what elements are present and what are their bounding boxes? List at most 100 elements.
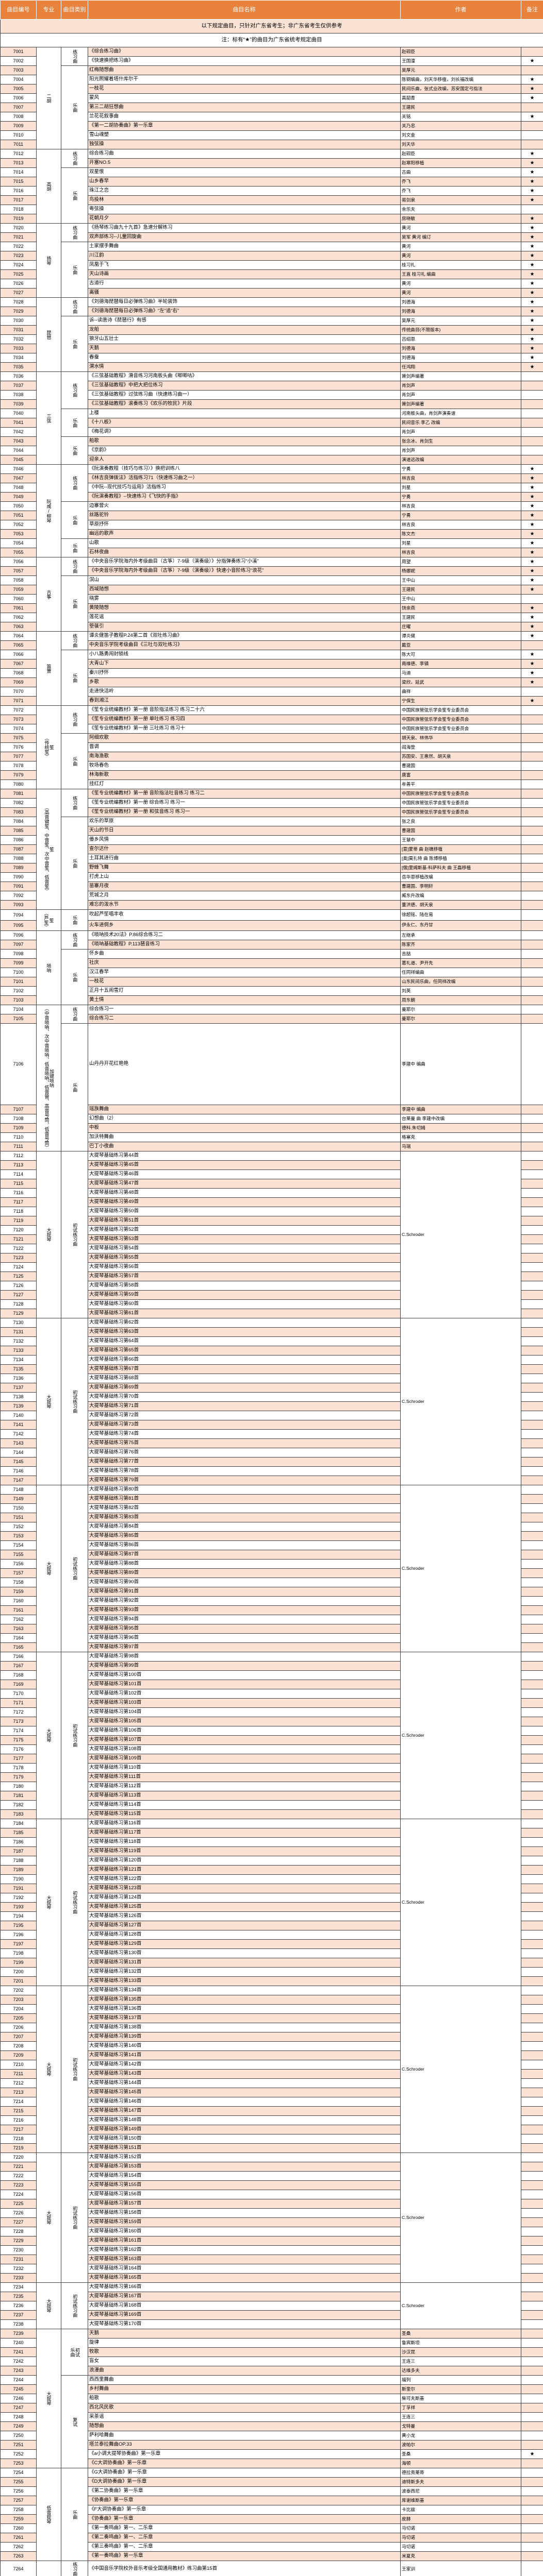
cell-piece-title: 大提琴基础练习第137首 [88, 2013, 401, 2023]
table-row: 7258 《F大调协奏曲》第一乐章 卡比兹 [0, 2505, 543, 2515]
cell-piece-title: 旋律 [88, 2338, 401, 2348]
table-row: 7069 乡歌 梁欣、延武 ★ [0, 677, 543, 687]
table-row: 7113 大提琴基础练习第45首 [0, 1160, 543, 1170]
table-row: 7006 蒙风 高韶青 ★ [0, 93, 543, 103]
cell-piece-title: 第三二胡狂想曲 [88, 103, 401, 112]
table-row: 7245 乡村舞曲 斯奎尔 [0, 2384, 543, 2394]
cell-piece-number: 7026 [0, 279, 37, 289]
cell-piece-title: 天山的节日 [88, 826, 401, 836]
cell-piece-number: 7093 [0, 900, 37, 910]
cell-piece-number: 7188 [0, 1856, 37, 1866]
table-row: 7026 古道行 黄河 ★ [0, 279, 543, 289]
cell-piece-number: 7181 [0, 1791, 37, 1801]
cell-piece-title: 大提琴基础练习第123首 [88, 1884, 401, 1893]
cell-piece-number: 7108 [0, 1114, 37, 1124]
cell-piece-number: 7152 [0, 1522, 37, 1532]
cell-piece-number: 7204 [0, 2004, 37, 2014]
cell-remark [521, 930, 543, 940]
cell-author: 丁孚祥 [400, 2403, 521, 2413]
table-row: 7049 《阮演奏教程》--快速练习《飞快的手指》 宁勇 ★ [0, 492, 543, 502]
cell-piece-number: 7086 [0, 835, 37, 845]
cell-piece-title: 兰花花叙事曲 [88, 112, 401, 122]
cell-piece-title: 大提琴基础练习第140首 [88, 2041, 401, 2051]
cell-piece-number: 7021 [0, 232, 37, 242]
cell-author: 周东朝 [400, 995, 521, 1005]
table-row: 7134 大提琴基础练习第66首 [0, 1355, 543, 1365]
table-row: 7074 《笙专业统编教材》第一册 三吐练习 练习十 中国民族管弦乐学会笙专业委员会 [0, 724, 543, 734]
cell-piece-title: 草原抒怀 [88, 520, 401, 530]
cell-piece-number: 7022 [0, 242, 37, 251]
cell-piece-number: 7224 [0, 2190, 37, 2199]
cell-piece-title: 《快速换把练习曲》 [88, 56, 401, 66]
cell-piece-title: 大提琴基础练习第168首 [88, 2301, 401, 2311]
cell-piece-number: 7050 [0, 501, 37, 511]
cell-author: 桂习礼 [400, 260, 521, 270]
cell-remark [521, 1986, 543, 1995]
cell-remark [521, 2412, 543, 2422]
cell-piece-title: 大青山下 [88, 659, 401, 669]
table-row: 7263 《第一奏鸣曲》第一乐章 米夏克 [0, 2551, 543, 2561]
table-row: 7079 林海新歌 唐富 [0, 770, 543, 780]
cell-remark [521, 1299, 543, 1309]
cell-piece-number: 7223 [0, 2180, 37, 2190]
cell-piece-number: 7200 [0, 1967, 37, 1977]
cell-piece-title: 牧歌 [88, 2347, 401, 2357]
table-row: 7132 大提琴基础练习第64首 [0, 1336, 543, 1346]
cell-piece-title: 大提琴基础练习第108首 [88, 1744, 401, 1754]
cell-author: 张念冰、肖剑生 [400, 436, 521, 446]
cell-piece-title: 走进快活岭 [88, 687, 401, 697]
cell-piece-title: 大提琴基础练习第91首 [88, 1587, 401, 1597]
cell-piece-title: 山丹丹开花红艳艳 [88, 1023, 401, 1105]
cell-remark [521, 1782, 543, 1791]
cell-piece-number: 7068 [0, 668, 37, 678]
cell-piece-number: 7225 [0, 2199, 37, 2209]
cell-piece-number: 7159 [0, 1587, 37, 1597]
cell-piece-title: 一枝花 [88, 84, 401, 94]
cell-piece-title: 《梅花调》 [88, 427, 401, 437]
cell-author: 马切诺 [400, 2523, 521, 2533]
cell-remark [521, 2561, 543, 2576]
cell-remark [521, 47, 543, 57]
cell-piece-number: 7048 [0, 483, 37, 493]
cell-piece-title: 大提琴基础练习第86首 [88, 1540, 401, 1550]
cell-piece-title: 大提琴基础练习第97首 [88, 1642, 401, 1652]
cell-remark [521, 1726, 543, 1736]
cell-author: C.Schroder [400, 1318, 521, 1485]
cell-author: [奥]莫扎特 曲 陈博移植 [400, 854, 521, 863]
cell-remark [521, 826, 543, 836]
cell-piece-title: 打虎上山 [88, 872, 401, 882]
cell-author: 徐超铭、陆在易 [400, 909, 521, 921]
cell-remark [521, 2041, 543, 2051]
cell-remark: ★ [521, 316, 543, 326]
table-row: 7062 莲花谣 王建民 ★ [0, 613, 543, 622]
cell-piece-title: 大提琴基础练习第163首 [88, 2255, 401, 2264]
cell-piece-title: 迎亲人 [88, 455, 401, 465]
cell-piece-number: 7043 [0, 436, 37, 446]
cell-piece-number: 7214 [0, 2097, 37, 2107]
table-row: 7195 大提琴基础练习第127首 [0, 1921, 543, 1930]
table-row: 7130 大提琴 初试练习曲 大提琴基础练习第62首 C.Schroder [0, 1318, 543, 1485]
cell-piece-number: 7111 [0, 1142, 37, 1151]
cell-piece-number: 7036 [0, 371, 37, 381]
cell-author: 曲祥 [400, 687, 521, 697]
cell-piece-title: 西域随想 [88, 585, 401, 595]
cell-author: 王连三 [400, 2357, 521, 2366]
cell-piece-title: 《a小调大提琴协奏曲》第一乐章 [88, 2449, 401, 2459]
cell-author: 林吉良 [400, 501, 521, 511]
cell-remark [521, 1967, 543, 1977]
cell-piece-title: 大提琴基础练习第147首 [88, 2106, 401, 2116]
cell-remark [521, 2505, 543, 2515]
cell-piece-number: 7185 [0, 1828, 37, 1838]
cell-piece-title: 大提琴基础练习第114首 [88, 1800, 401, 1810]
cell-piece-number: 7025 [0, 269, 37, 279]
cell-author: [俄]里姆斯基-科萨科夫 曲 王磊移植 [400, 863, 521, 873]
cell-piece-number: 7063 [0, 622, 37, 632]
cell-remark [521, 1485, 543, 1495]
cell-piece-number: 7016 [0, 186, 37, 196]
cell-piece-title: 大提琴基础练习第148首 [88, 2115, 401, 2125]
cell-remark [521, 1791, 543, 1801]
table-row: 7163 大提琴基础练习第95首 [0, 1624, 543, 1634]
cell-piece-title: 《三弦基础教程》滑音练习河南板头曲《唧唧咕》 [88, 371, 401, 381]
table-row: 7001 二胡 练习曲 《综合练习曲》 赵砚臣 [0, 47, 543, 149]
